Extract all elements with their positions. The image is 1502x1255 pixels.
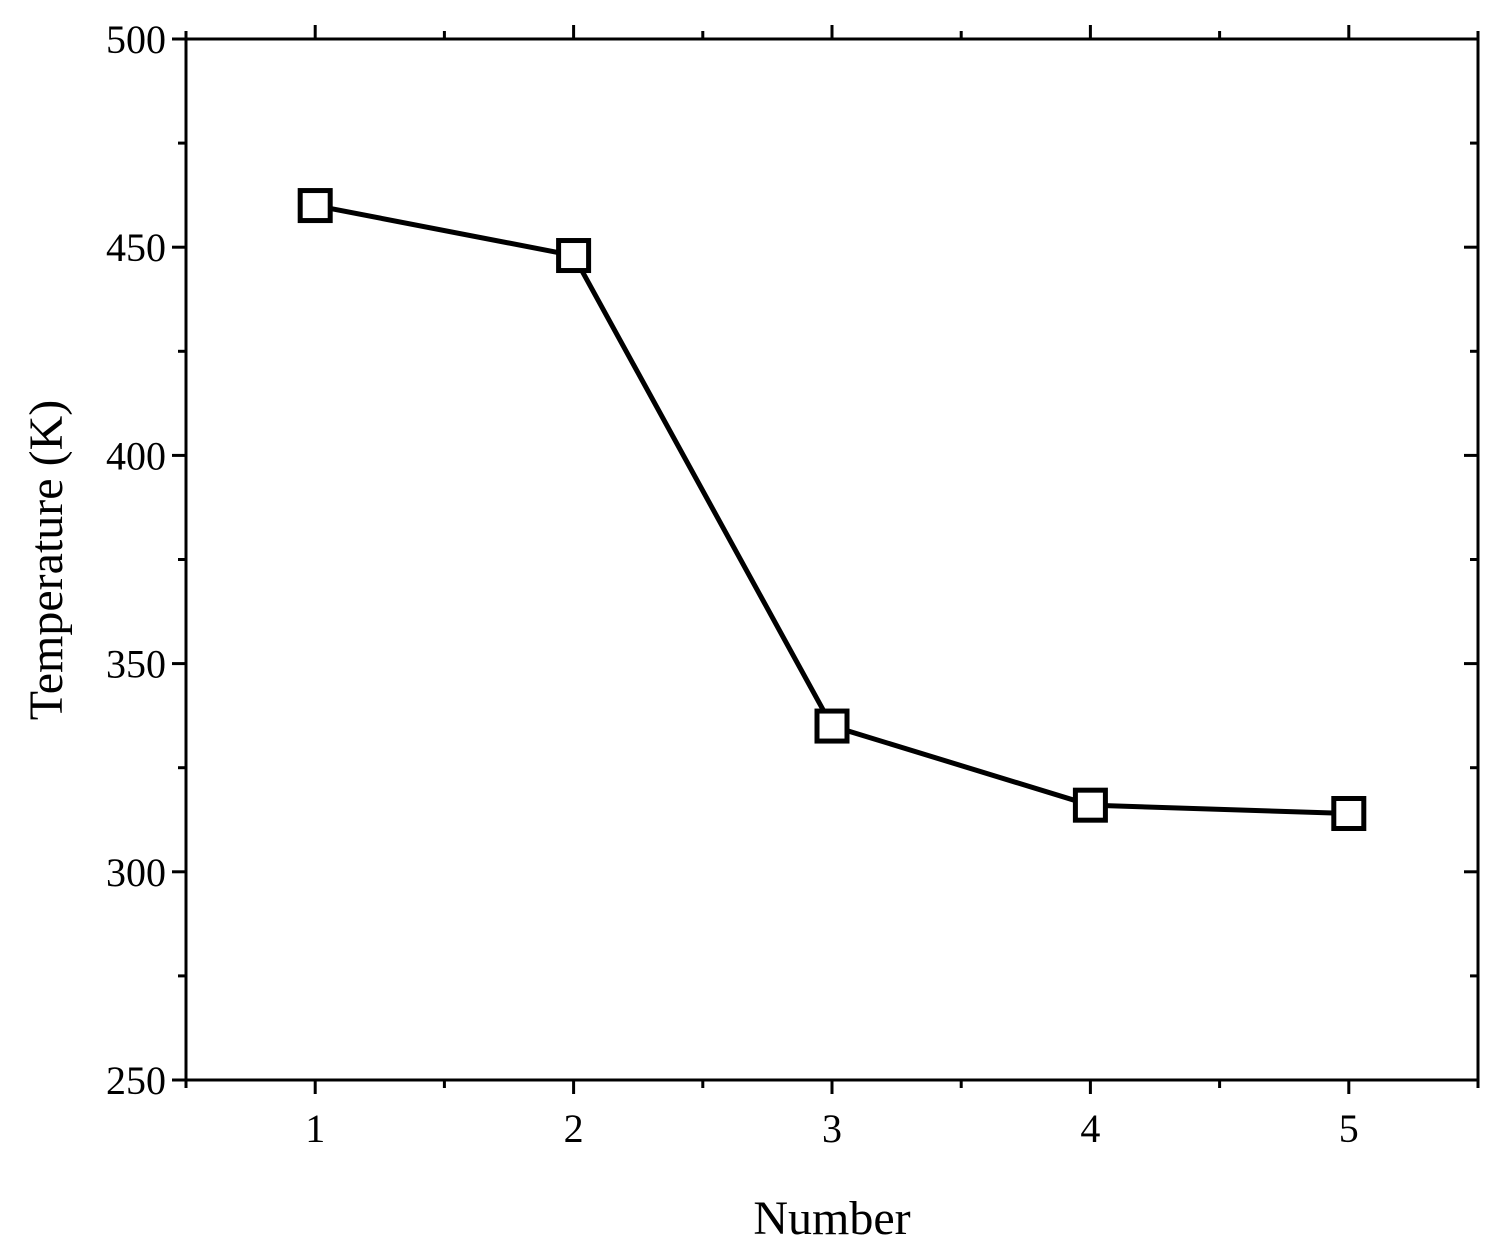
data-point-0-0 — [297, 188, 333, 224]
x-tick-label-2: 3 — [822, 1106, 842, 1151]
x-axis-title: Number — [753, 1192, 910, 1245]
y-tick-label-5: 500 — [106, 17, 166, 62]
x-tick-label-3: 4 — [1080, 1106, 1100, 1151]
y-tick-label-3: 400 — [106, 433, 166, 478]
tick-labels: 1 2 3 4 5 250 300 350 400 450 500 — [106, 17, 1359, 1151]
axis-ticks — [172, 25, 1480, 1094]
y-tick-label-1: 300 — [106, 850, 166, 895]
x-tick-label-4: 5 — [1339, 1106, 1359, 1151]
y-tick-label-4: 450 — [106, 225, 166, 270]
plot-frame — [184, 37, 1480, 1082]
x-tick-label-1: 2 — [564, 1106, 584, 1151]
y-tick-label-2: 350 — [106, 642, 166, 687]
data-point-0-1 — [556, 238, 592, 274]
plot-series — [297, 188, 1367, 832]
y-tick-label-0: 250 — [106, 1058, 166, 1103]
data-point-0-2 — [814, 708, 850, 744]
data-point-0-3 — [1072, 787, 1108, 823]
x-tick-label-0: 1 — [305, 1106, 325, 1151]
y-axis-title: Temperature (K) — [20, 400, 73, 720]
data-point-0-4 — [1331, 796, 1367, 832]
